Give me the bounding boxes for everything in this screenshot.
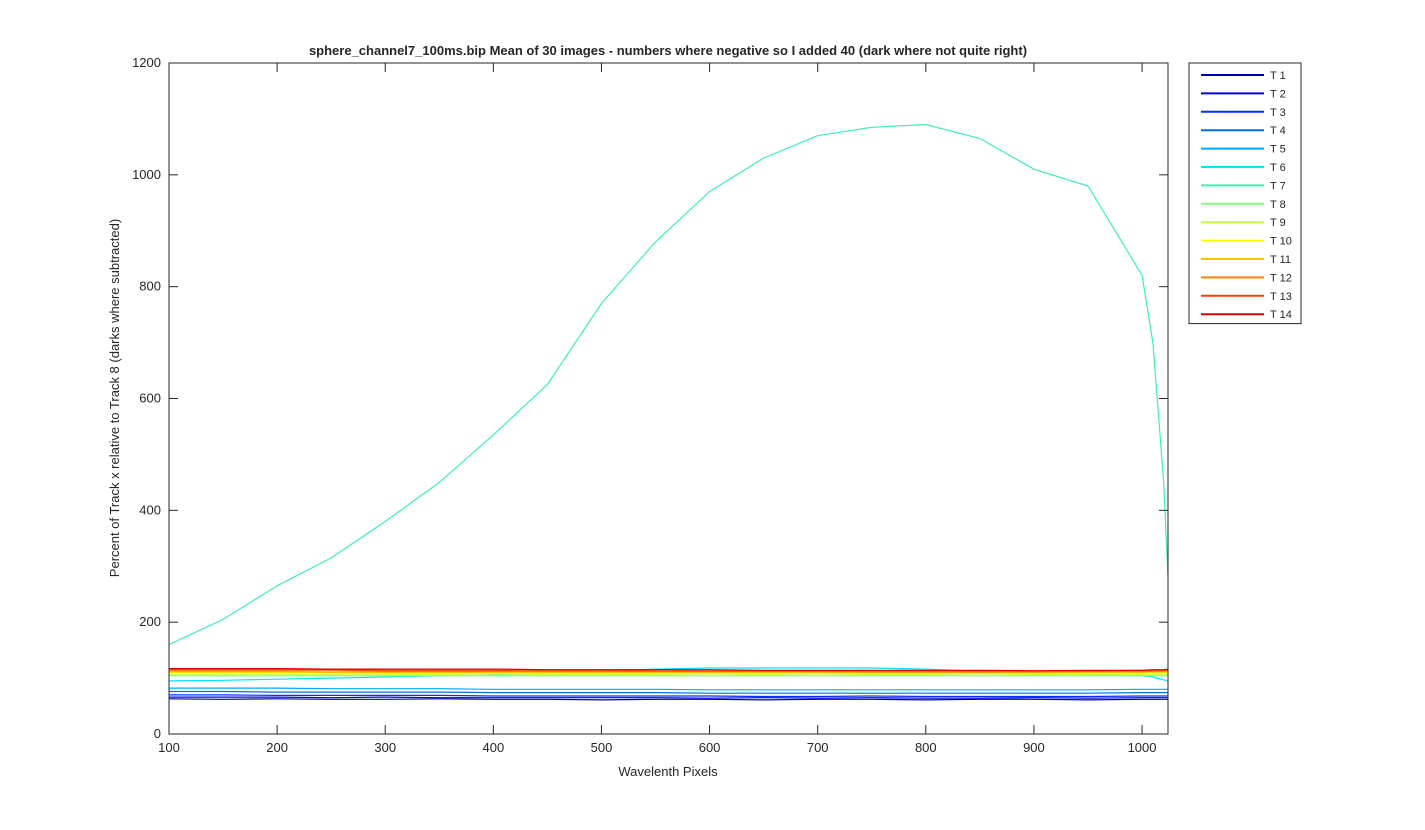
x-axis-label: Wavelenth Pixels <box>618 764 718 779</box>
data-line <box>169 670 1168 673</box>
y-axis-label: Percent of Track x relative to Track 8 (… <box>107 219 122 577</box>
x-tick-label: 100 <box>158 740 180 755</box>
legend-label: T 14 <box>1270 309 1292 321</box>
legend-label: T 5 <box>1270 144 1286 156</box>
chart-title: sphere_channel7_100ms.bip Mean of 30 ima… <box>309 43 1027 58</box>
legend-label: T 12 <box>1270 272 1292 284</box>
x-tick-label: 1000 <box>1128 740 1157 755</box>
x-tick-label: 200 <box>266 740 288 755</box>
legend-label: T 10 <box>1270 236 1292 248</box>
data-line <box>168 123 1169 646</box>
legend-label: T 4 <box>1270 125 1286 137</box>
y-tick-label: 0 <box>154 726 161 741</box>
legend-label: T 6 <box>1270 162 1286 174</box>
data-line <box>169 696 1168 699</box>
data-line <box>168 698 1168 701</box>
legend-label: T 8 <box>1270 199 1286 211</box>
legend-label: T 7 <box>1270 180 1286 192</box>
data-line <box>169 690 1168 694</box>
data-line <box>169 671 1168 674</box>
x-tick-label: 400 <box>482 740 504 755</box>
data-line <box>169 674 1168 676</box>
legend-label: T 9 <box>1270 217 1286 229</box>
legend-label: T 2 <box>1270 88 1286 100</box>
legend-label: T 3 <box>1270 107 1286 119</box>
data-line <box>169 694 1168 698</box>
x-tick-label: 700 <box>807 740 829 755</box>
data-line <box>169 672 1168 675</box>
data-line <box>169 687 1168 691</box>
plot-area <box>169 63 1168 734</box>
x-tick-label: 900 <box>1023 740 1045 755</box>
x-tick-label: 500 <box>591 740 613 755</box>
x-tick-label: 600 <box>699 740 721 755</box>
x-tick-label: 800 <box>915 740 937 755</box>
y-tick-label: 1200 <box>132 55 161 70</box>
legend-label: T 1 <box>1270 70 1286 82</box>
y-tick-label: 600 <box>139 391 161 406</box>
y-tick-label: 400 <box>139 502 161 517</box>
x-tick-label: 300 <box>374 740 396 755</box>
y-tick-label: 200 <box>139 614 161 629</box>
data-line <box>169 668 1169 672</box>
y-tick-label: 800 <box>139 279 161 294</box>
legend-box <box>1188 62 1302 325</box>
legend-label: T 11 <box>1270 254 1291 266</box>
y-tick-label: 1000 <box>132 167 161 182</box>
legend-label: T 13 <box>1270 291 1292 303</box>
